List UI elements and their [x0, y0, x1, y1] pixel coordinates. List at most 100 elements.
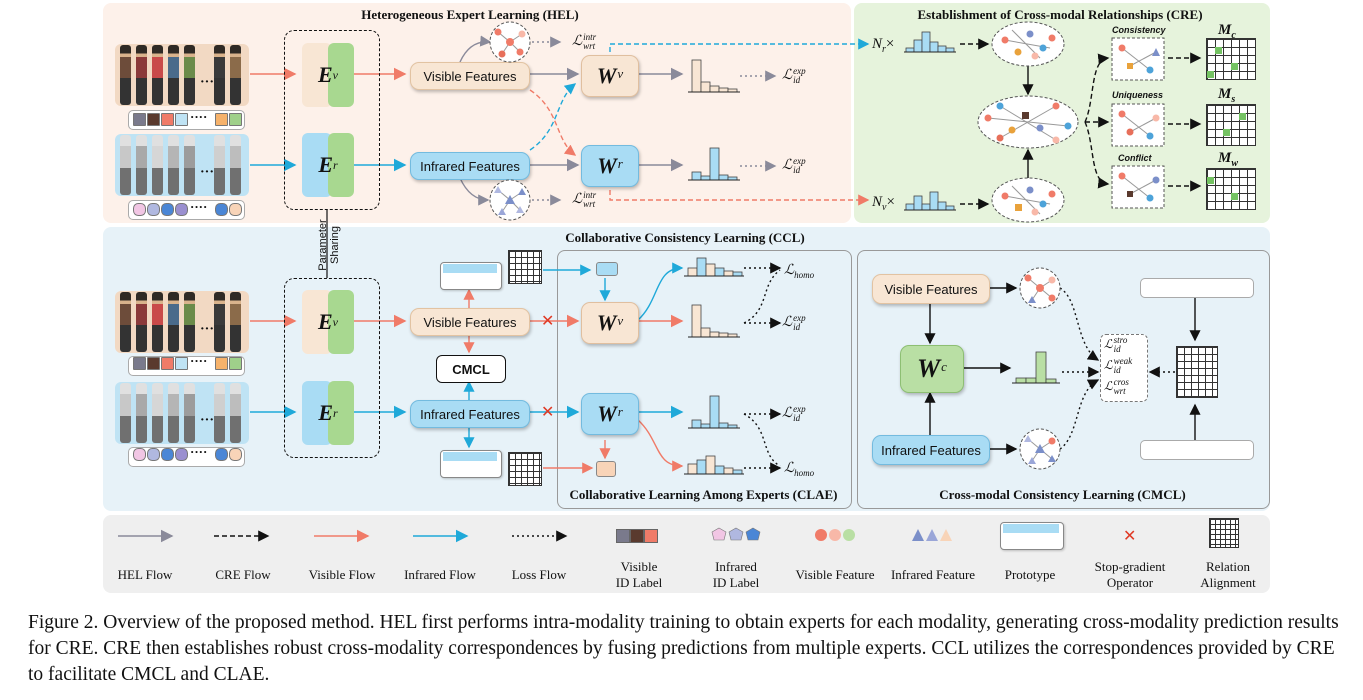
loss-sub: id	[793, 165, 801, 175]
visible-person-image	[136, 292, 147, 352]
mc-label: Mc	[1218, 22, 1236, 41]
legend-label: Relation Alignment	[1200, 559, 1256, 590]
infrared-id-swatch	[229, 203, 242, 216]
loss-sub: wrt	[583, 199, 596, 209]
hist-homo-visible-ccl	[684, 257, 744, 277]
loss-sub: id	[793, 413, 801, 423]
ellipsis: ····	[190, 199, 208, 214]
visible-id-swatch	[133, 113, 146, 126]
legend-stop-gradient-icon: ✕	[1123, 526, 1137, 545]
loss-symbol: ℒ	[1104, 336, 1113, 351]
legend-visible-feature-circles	[815, 529, 855, 541]
matrix-cell	[1215, 47, 1222, 54]
visible-id-swatch	[175, 357, 188, 370]
graph-cmcl-visible	[1019, 267, 1061, 309]
er-sup: r	[333, 157, 338, 172]
shared-encoder-frame	[284, 30, 380, 210]
infrared-id-swatch	[175, 203, 188, 216]
prototype-visible-top-ccl	[443, 264, 497, 273]
er-sup-ccl: r	[333, 405, 338, 420]
matrix-mc	[1206, 38, 1256, 80]
infrared-person-image	[120, 135, 131, 195]
wr-base: W	[597, 153, 617, 178]
cmcl-title: Cross-modal Consistency Learning (CMCL)	[939, 487, 1186, 502]
ccl-title: Collaborative Consistency Learning (CCL)	[565, 230, 805, 245]
visible-id-swatch	[175, 113, 188, 126]
loss-sup: exp	[793, 156, 806, 166]
cmcl-panel	[857, 250, 1270, 509]
er-base: E	[318, 152, 333, 177]
visible-features-hel: Visible Features	[410, 62, 530, 90]
infrared-id-swatch	[147, 448, 160, 461]
loss-symbol: ℒ	[782, 315, 793, 331]
matrix-cell	[1223, 129, 1230, 136]
loss-sup: exp	[793, 404, 806, 414]
graph-cre-top	[991, 21, 1065, 67]
ellipsis: ···	[200, 165, 215, 180]
infrared-person-image	[230, 135, 241, 195]
visible-person-image	[184, 45, 195, 105]
legend-shapes	[711, 527, 952, 541]
infrared-id-swatch	[161, 203, 174, 216]
loss-sub: id	[1113, 344, 1121, 354]
loss-sup: stro	[1113, 335, 1128, 345]
matrix-cell	[1231, 63, 1238, 70]
wr-sup-ccl: r	[617, 404, 623, 419]
loss-symbol: ℒ	[1104, 357, 1113, 372]
uniqueness-tag: Uniqueness	[1112, 90, 1164, 100]
ellipsis: ····	[190, 444, 208, 459]
matrix-cell	[1207, 177, 1214, 184]
visible-person-image	[168, 292, 179, 352]
loss-sub: id	[793, 75, 801, 85]
infrared-person-image	[184, 135, 195, 195]
loss-sub: homo	[794, 269, 815, 280]
infrared-person-image	[184, 383, 195, 443]
wr-base-ccl: W	[597, 401, 617, 426]
hist-infrared-hel	[688, 147, 740, 181]
ms-label: Ms	[1218, 86, 1235, 105]
visible-id-swatch	[133, 357, 146, 370]
wv-sup-ccl: v	[617, 313, 624, 328]
legend-visible-id-swatch	[630, 529, 644, 543]
infrared-id-swatch	[133, 203, 146, 216]
matrix-cell	[1239, 113, 1246, 120]
infrared-id-swatch	[215, 448, 228, 461]
loss-sup: exp	[793, 66, 806, 76]
loss-symbol: ℒ	[784, 461, 795, 476]
visible-person-image	[230, 45, 241, 105]
legend-label: Visible ID Label	[615, 559, 663, 590]
graph-cre-bottom	[991, 177, 1065, 223]
conflict-tag: Conflict	[1118, 153, 1152, 163]
nv-times: ×	[886, 194, 895, 210]
nv-base: N	[872, 194, 883, 210]
infrared-person-image	[152, 135, 163, 195]
wv-base: W	[596, 63, 617, 88]
visible-id-swatch	[161, 113, 174, 126]
infrared-id-swatch	[133, 448, 146, 461]
legend-visible-id-swatch	[644, 529, 658, 543]
legend-label: Prototype	[1004, 567, 1056, 582]
wv-base-ccl: W	[596, 310, 617, 335]
loss-sub: homo	[794, 467, 815, 478]
wc-sup: c	[941, 359, 947, 374]
shared-encoder-frame-ccl	[284, 278, 380, 458]
ms-sub: s	[1231, 94, 1236, 105]
wr-sup: r	[617, 156, 623, 171]
wv-sup: v	[617, 66, 624, 81]
loss-sup: intr	[583, 190, 597, 200]
visible-id-swatch	[215, 357, 228, 370]
legend-label: Stop-gradient Operator	[1094, 559, 1166, 590]
legend-label: Loss Flow	[511, 567, 567, 582]
stop-gradient-visible: ✕	[541, 311, 555, 330]
flow-arrows	[118, 35, 1202, 543]
graph-intr-infrared	[489, 179, 531, 221]
infrared-person-image	[214, 135, 225, 195]
